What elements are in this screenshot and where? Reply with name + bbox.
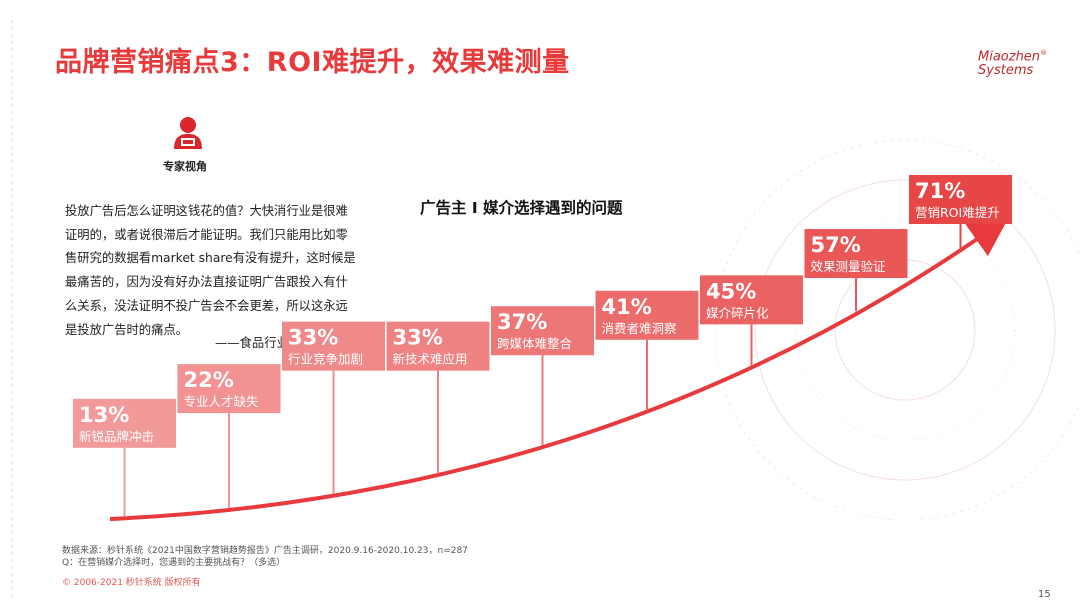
- bar-box: [804, 229, 908, 279]
- bar-box: [73, 398, 176, 448]
- data-source-note: 数据来源：秒针系统《2021中国数字营销趋势报告》广告主调研，2020.9.16…: [62, 546, 468, 556]
- expert-quote: 投放广告后怎么证明这钱花的值？大快消行业是很难证明的，或者说很滞后才能证明。我们…: [65, 204, 356, 337]
- bar-box: [595, 290, 699, 340]
- bar-box: [282, 321, 385, 371]
- logo-line-2: Systems: [978, 63, 1034, 79]
- bar-value-label: 45%: [706, 279, 756, 303]
- bar-value-label: 37%: [497, 310, 547, 334]
- bar-category-label: 媒介碎片化: [706, 305, 769, 320]
- logo-line-1: Miaozhen: [978, 49, 1041, 65]
- bar-category-label: 效果测量验证: [811, 259, 887, 274]
- bar-value-label: 33%: [288, 326, 338, 350]
- bar-category-label: 跨媒体难整合: [497, 336, 573, 351]
- bar-category-label: 营销ROI难提升: [915, 205, 1000, 220]
- page-number: 15: [1038, 589, 1051, 600]
- page-title: 品牌营销痛点3：ROI难提升，效果难测量: [55, 47, 570, 78]
- bar-box: [909, 175, 1012, 224]
- bar-category-label: 新锐品牌冲击: [79, 429, 154, 444]
- bar-value-label: 22%: [184, 368, 234, 392]
- expert-label: 专家视角: [163, 160, 207, 173]
- company-logo: Miaozhen® Systems: [978, 46, 1058, 78]
- copyright: © 2006-2021 秒针系统 版权所有: [62, 578, 201, 588]
- bar-box: [386, 321, 490, 371]
- bar-value-label: 13%: [79, 403, 129, 427]
- chart-title: 广告主 I 媒介选择遇到的问题: [420, 199, 623, 217]
- bar-box: [177, 364, 281, 414]
- bar-box: [700, 275, 803, 325]
- bar-category-label: 行业竞争加剧: [288, 352, 363, 367]
- bar-value-label: 41%: [602, 295, 652, 319]
- bar-category-label: 消费者难洞察: [602, 321, 678, 336]
- bar-value-label: 57%: [811, 233, 861, 257]
- survey-question-note: Q：在营销媒介选择时，您遇到的主要挑战有？（多选）: [62, 558, 286, 568]
- bar-box: [491, 306, 594, 356]
- bar-value-label: 71%: [915, 179, 965, 203]
- trend-arrow: [109, 216, 1010, 521]
- expert-person-icon: [174, 117, 202, 149]
- bar-category-label: 专业人才缺失: [184, 394, 260, 409]
- bar-value-label: 33%: [393, 326, 443, 350]
- bar-category-label: 新技术难应用: [393, 352, 468, 367]
- logo-registered-mark: ®: [1040, 49, 1048, 57]
